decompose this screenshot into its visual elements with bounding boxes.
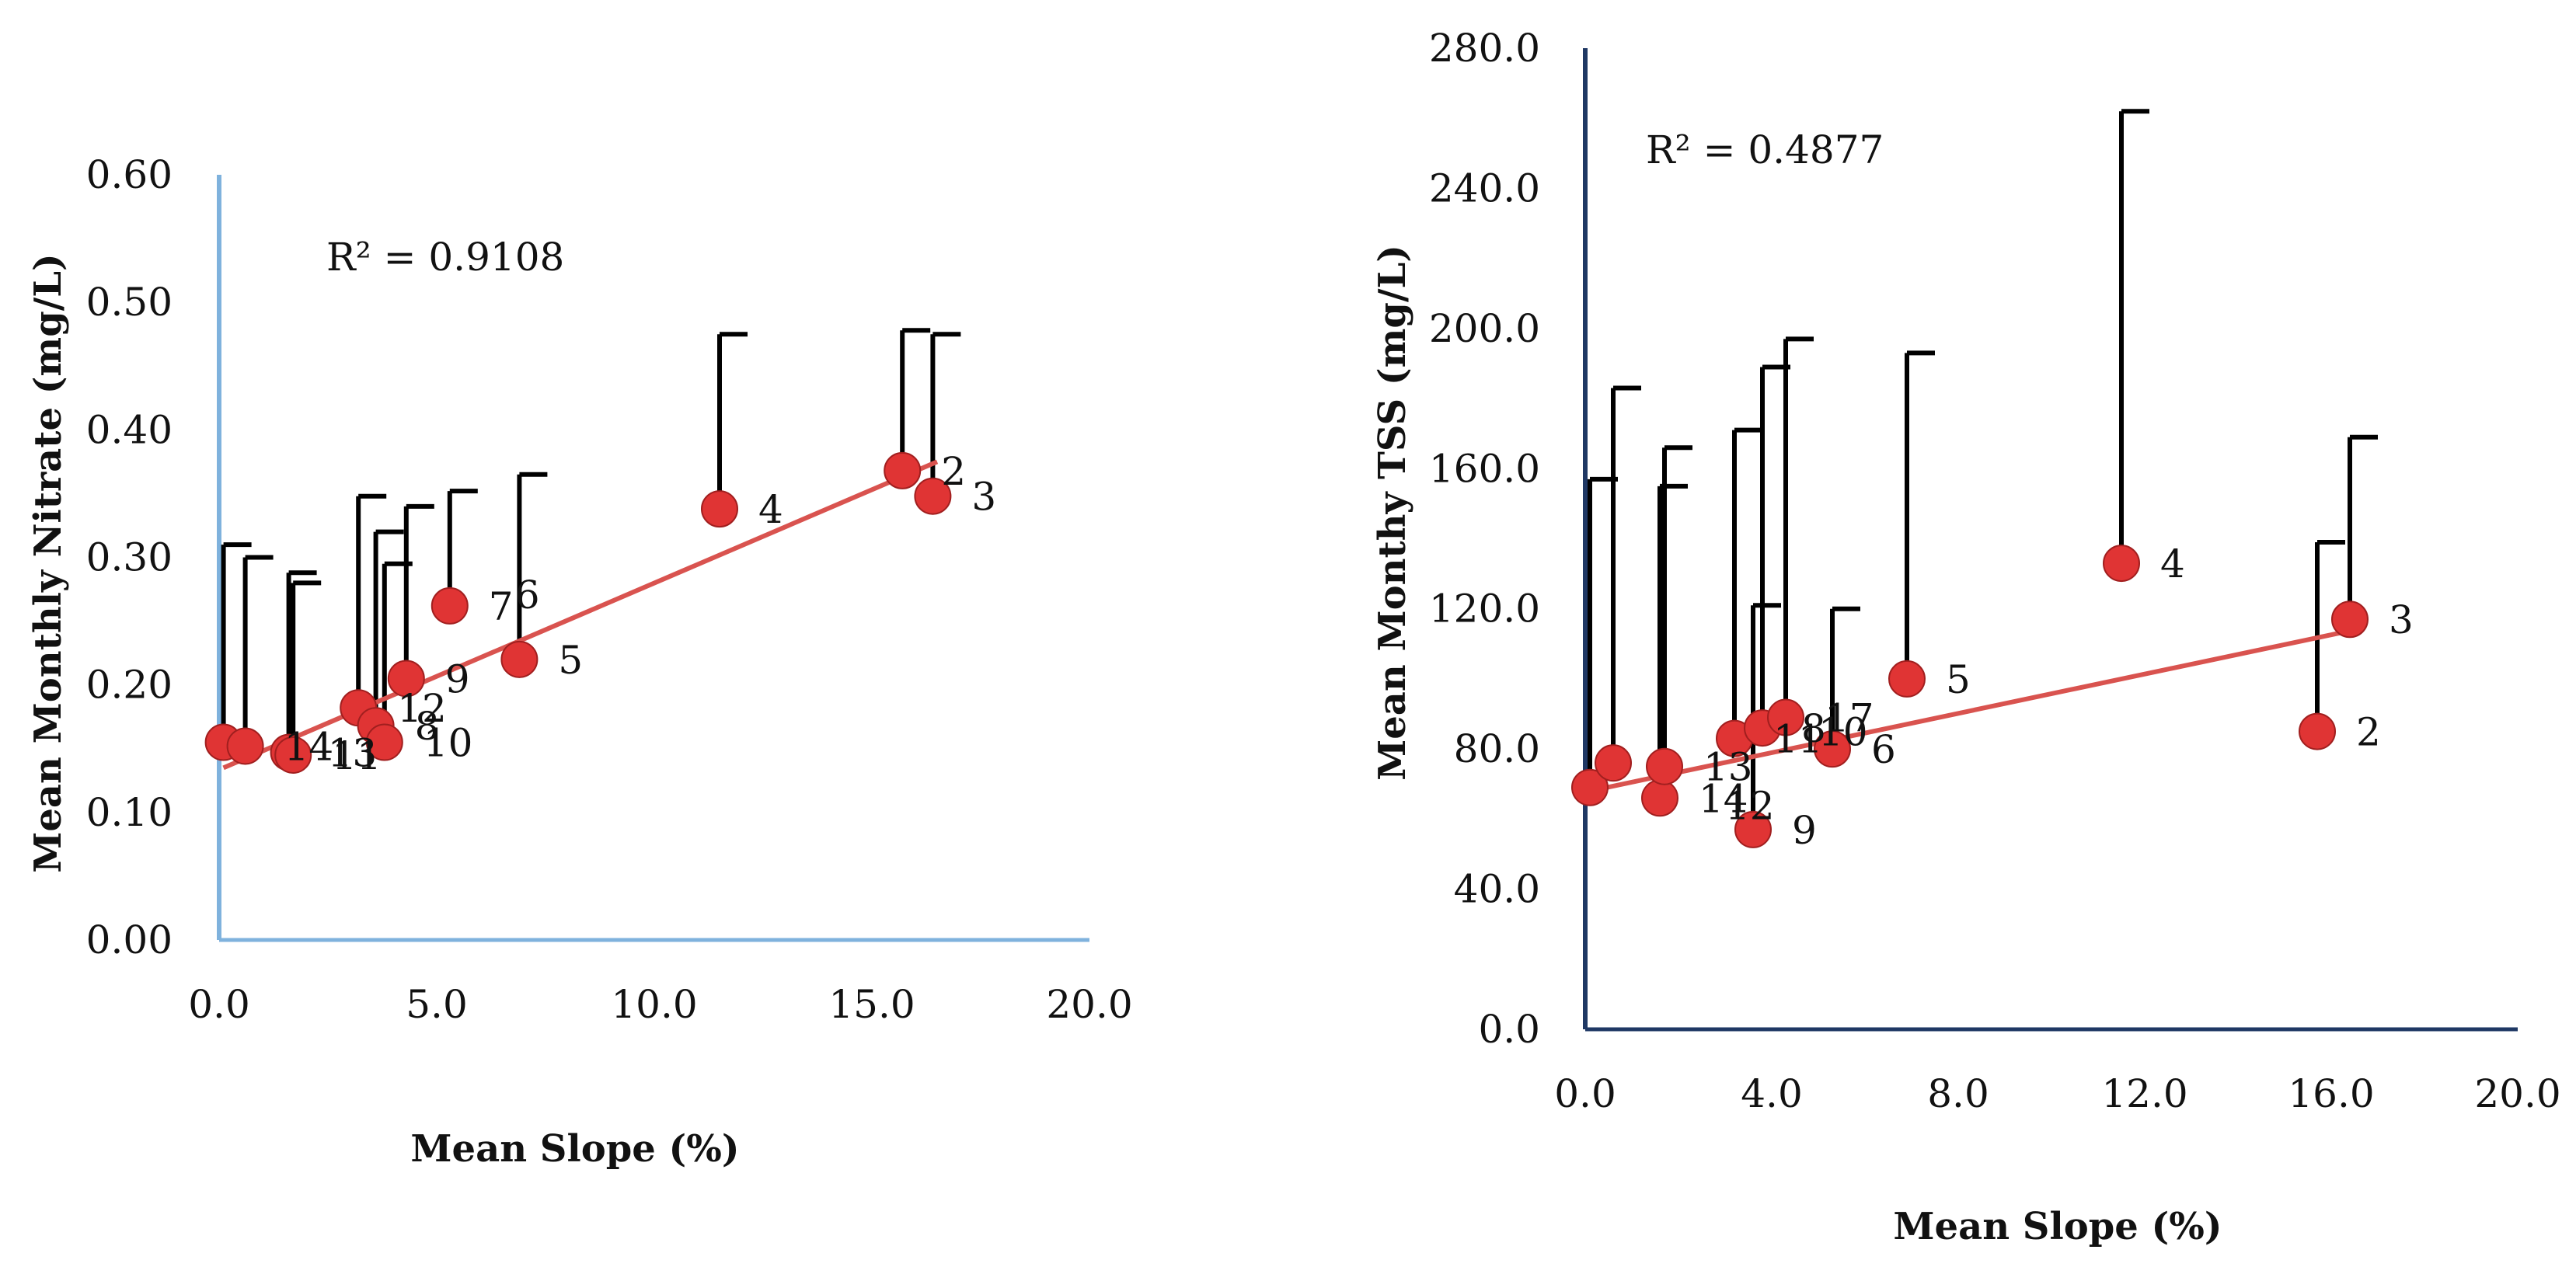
nitrate-data-point [365,723,403,761]
nitrate-x-tick-label: 15.0 [828,982,915,1027]
tss-points [1571,545,2369,848]
nitrate-y-tick-label: 0.20 [86,663,173,708]
tss-point-label: 9 [1792,808,1817,853]
tss-x-tick-label: 8.0 [1927,1071,1989,1116]
nitrate-point-label: 8 [415,704,440,749]
tss-point-label: 17 [1825,696,1874,741]
nitrate-x-axis-title: Mean Slope (%) [410,1127,739,1171]
nitrate-point-label: 10 [424,721,473,766]
tss-y-tick-label: 280.0 [1429,26,1540,71]
nitrate-data-point [387,660,425,698]
nitrate-data-point [500,640,539,678]
nitrate-data-point [884,451,922,489]
nitrate-trendline [222,459,939,771]
tss-point-label: 14 [1699,776,1748,821]
nitrate-point-label: 7 [489,584,514,629]
nitrate-data-point [430,587,469,625]
nitrate-point-label: 13 [328,731,378,776]
tss-data-point [1734,810,1772,848]
nitrate-point-label: 12 [397,686,447,731]
nitrate-point-label: 14 [284,724,334,769]
tss-x-tick-labels: 0.0 4.0 8.0 12.0 16.0 20.0 [1554,1071,2560,1116]
tss-y-axis-title: Mean Monthy TSS (mg/L) [1371,245,1414,781]
tss-data-point [2103,545,2140,583]
tss-point-label: 3 [2389,597,2414,642]
nitrate-point-label: 9 [445,656,470,701]
nitrate-y-tick-label: 0.00 [86,917,173,962]
nitrate-point-label: 5 [558,638,583,683]
nitrate-point-label: 2 [941,449,966,494]
nitrate-r-squared: R² = 0.9108 [326,235,564,280]
nitrate-y-tick-label: 0.10 [86,790,173,835]
tss-x-tick-label: 12.0 [2101,1071,2187,1116]
tss-y-tick-label: 120.0 [1429,587,1540,632]
tss-y-tick-label: 40.0 [1454,867,1540,912]
tss-y-tick-label: 200.0 [1429,306,1540,351]
tss-data-point [1814,730,1851,768]
tss-y-tick-label: 80.0 [1454,726,1540,771]
tss-point-label: 13 [1703,745,1753,790]
nitrate-data-point [914,477,952,515]
tss-trendline [1589,627,2355,794]
tss-x-tick-label: 0.0 [1554,1071,1616,1116]
tss-data-point [1888,660,1926,698]
tss-y-tick-label: 240.0 [1429,165,1540,211]
tss-data-point [1767,698,1804,736]
nitrate-y-tick-label: 0.60 [86,152,173,197]
tss-y-tick-label: 0.0 [1478,1007,1540,1052]
nitrate-error-bars [221,328,961,755]
tss-data-point [1571,768,1609,806]
nitrate-chart: 0.00 0.10 0.20 0.30 0.40 0.50 0.60 0.0 5.0 10.0 1… [26,152,1133,1171]
tss-error-bars [1588,109,2378,830]
nitrate-y-tick-label: 0.30 [86,535,173,580]
nitrate-y-tick-label: 0.40 [86,407,173,452]
nitrate-point-label: 11 [332,733,382,778]
nitrate-x-tick-label: 10.0 [611,982,697,1027]
nitrate-data-point [226,727,264,765]
tss-y-tick-label: 160.0 [1429,446,1540,491]
tss-point-label: 2 [2356,710,2381,755]
tss-point-label: 11 [1773,717,1823,762]
tss-y-tick-labels: 0.0 40.0 80.0 120.0 160.0 200.0 240.0 280.0 [1429,26,1540,1052]
tss-data-point [1595,744,1632,782]
tss-r-squared: R² = 0.4877 [1646,127,1884,172]
tss-point-label: 12 [1725,783,1775,828]
nitrate-y-tick-label: 0.50 [86,280,173,325]
nitrate-point-label: 3 [971,475,996,520]
nitrate-x-tick-label: 20.0 [1046,982,1132,1027]
tss-point-label: 4 [2160,541,2185,587]
tss-point-label: 8 [1801,706,1826,751]
tss-data-point [2331,600,2369,639]
nitrate-x-tick-label: 0.0 [188,982,250,1027]
tss-x-tick-label: 4.0 [1741,1071,1803,1116]
nitrate-y-tick-labels: 0.00 0.10 0.20 0.30 0.40 0.50 0.60 [86,152,173,962]
tss-point-label: 6 [1871,727,1896,772]
nitrate-data-point [274,736,312,774]
tss-x-axis-title: Mean Slope (%) [1893,1205,2222,1248]
nitrate-y-axis-title: Mean Monthly Nitrate (mg/L) [26,253,70,872]
tss-x-tick-label: 16.0 [2288,1071,2374,1116]
tss-x-tick-label: 20.0 [2474,1071,2560,1116]
nitrate-point-label: 6 [515,573,540,618]
nitrate-points [204,451,952,774]
nitrate-x-tick-labels: 0.0 5.0 10.0 15.0 20.0 [188,982,1132,1027]
tss-data-point [1641,779,1678,817]
nitrate-x-tick-label: 5.0 [406,982,468,1027]
tss-data-point [2299,712,2336,750]
tss-point-label: 10 [1818,710,1868,755]
nitrate-data-point [701,490,738,528]
tss-data-point [1646,747,1683,785]
nitrate-point-label: 4 [758,487,783,532]
tss-point-label: 5 [1946,657,1971,702]
